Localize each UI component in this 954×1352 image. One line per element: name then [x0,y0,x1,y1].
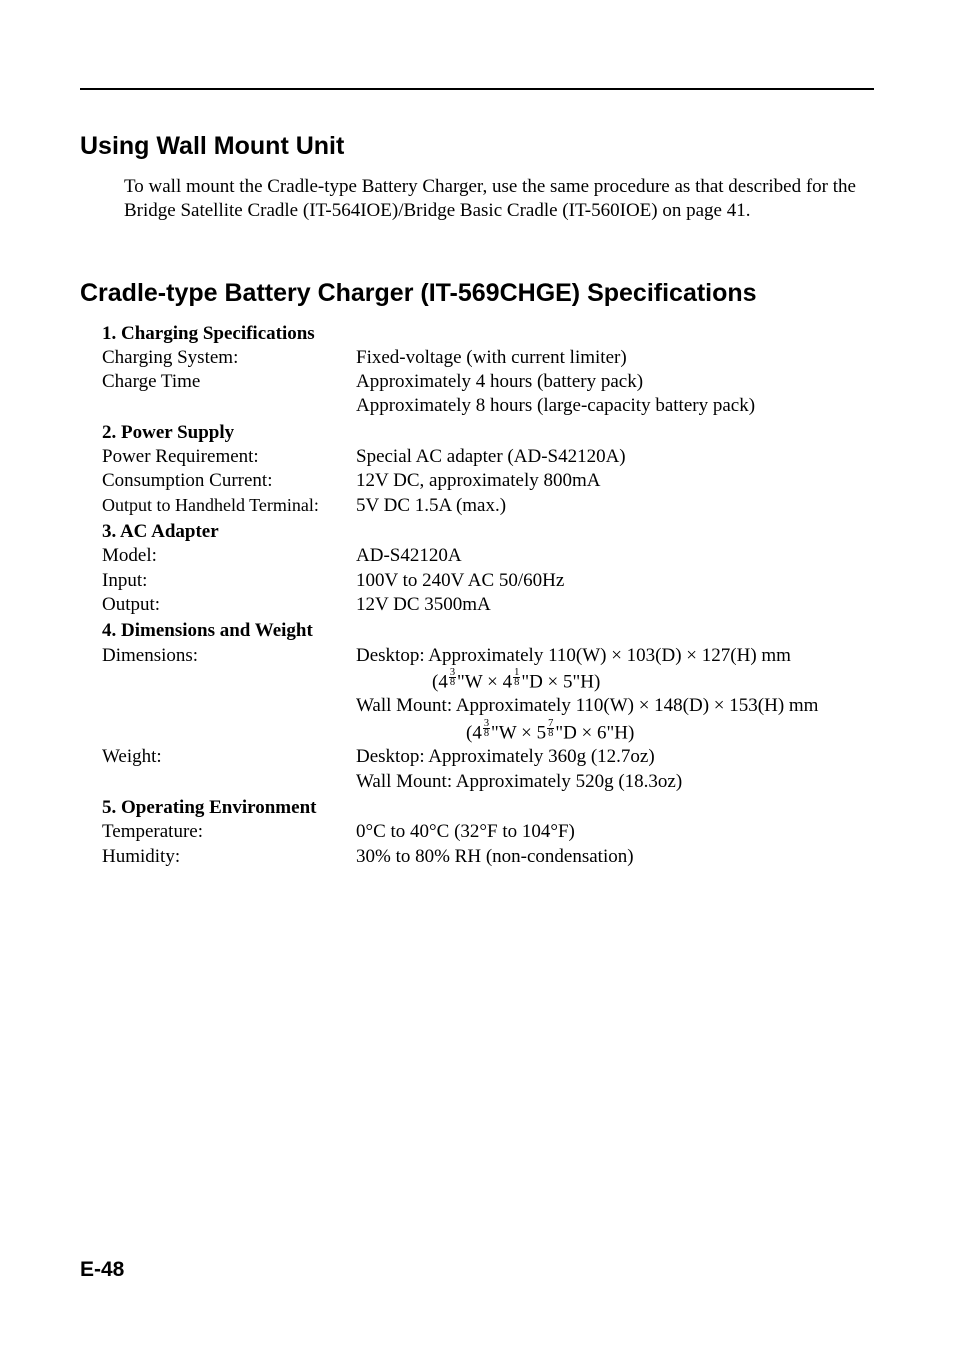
spec-label: Output to Handheld Terminal: [102,494,356,518]
spec-sec-3-title: 3. AC Adapter [102,520,874,544]
spec-row: Wall Mount: Approximately 110(W) × 148(D… [102,694,874,718]
spec-row: Power Requirement: Special AC adapter (A… [102,445,874,469]
page-number: E-48 [80,1258,124,1282]
spec-label: Charging System: [102,346,356,370]
spec-value: Approximately 8 hours (large-capacity ba… [356,394,874,418]
spec-label [102,394,356,418]
spec-value: 100V to 240V AC 50/60Hz [356,569,874,593]
spec-label: Dimensions: [102,644,356,668]
spec-value: 0°C to 40°C (32°F to 104°F) [356,820,874,844]
spec-row: Weight: Desktop: Approximately 360g (12.… [102,745,874,769]
section-heading-specs: Cradle-type Battery Charger (IT-569CHGE)… [80,279,874,308]
spec-row: Charge Time Approximately 4 hours (batte… [102,370,874,394]
spec-row: Charging System: Fixed-voltage (with cur… [102,346,874,370]
spec-label: Consumption Current: [102,469,356,493]
spec-row: Output: 12V DC 3500mA [102,593,874,617]
spec-label: Input: [102,569,356,593]
spec-value-frac: (438"W × 578"D × 6"H) [356,719,874,746]
spec-row: Temperature: 0°C to 40°C (32°F to 104°F) [102,820,874,844]
spec-row: (438"W × 418"D × 5"H) [102,668,874,695]
section-heading-wall-mount: Using Wall Mount Unit [80,132,874,161]
horizontal-rule [80,88,874,90]
spec-value: Wall Mount: Approximately 520g (18.3oz) [356,770,874,794]
spec-sec-4-title: 4. Dimensions and Weight [102,619,874,643]
spec-value: 12V DC 3500mA [356,593,874,617]
spec-row: (438"W × 578"D × 6"H) [102,719,874,746]
spec-label [102,770,356,794]
spec-row: Wall Mount: Approximately 520g (18.3oz) [102,770,874,794]
spec-value: 12V DC, approximately 800mA [356,469,874,493]
spec-label: Weight: [102,745,356,769]
spec-value: Approximately 4 hours (battery pack) [356,370,874,394]
spec-value: Desktop: Approximately 360g (12.7oz) [356,745,874,769]
spec-value: Wall Mount: Approximately 110(W) × 148(D… [356,694,874,718]
spec-sec-1-title: 1. Charging Specifications [102,322,874,346]
page: Using Wall Mount Unit To wall mount the … [0,0,954,1352]
spec-value: 5V DC 1.5A (max.) [356,494,874,518]
spec-label: Output: [102,593,356,617]
spec-row: Output to Handheld Terminal: 5V DC 1.5A … [102,494,874,518]
spec-row: Dimensions: Desktop: Approximately 110(W… [102,644,874,668]
spec-label: Temperature: [102,820,356,844]
wall-mount-body: To wall mount the Cradle-type Battery Ch… [124,175,874,223]
specifications-block: 1. Charging Specifications Charging Syst… [102,322,874,869]
spec-label: Model: [102,544,356,568]
spec-label [102,694,356,718]
spec-value: Desktop: Approximately 110(W) × 103(D) ×… [356,644,874,668]
spec-sec-2-title: 2. Power Supply [102,421,874,445]
spec-label [102,719,356,746]
spec-label: Humidity: [102,845,356,869]
section-gap [80,223,874,279]
spec-sec-5-title: 5. Operating Environment [102,796,874,820]
spec-value: AD-S42120A [356,544,874,568]
spec-value: Special AC adapter (AD-S42120A) [356,445,874,469]
spec-row: Consumption Current: 12V DC, approximate… [102,469,874,493]
spec-row: Approximately 8 hours (large-capacity ba… [102,394,874,418]
spec-row: Input: 100V to 240V AC 50/60Hz [102,569,874,593]
spec-value: Fixed-voltage (with current limiter) [356,346,874,370]
spec-value: 30% to 80% RH (non-condensation) [356,845,874,869]
spec-label: Charge Time [102,370,356,394]
spec-label: Power Requirement: [102,445,356,469]
spec-label [102,668,356,695]
spec-row: Model: AD-S42120A [102,544,874,568]
spec-row: Humidity: 30% to 80% RH (non-condensatio… [102,845,874,869]
spec-value-frac: (438"W × 418"D × 5"H) [356,668,874,695]
